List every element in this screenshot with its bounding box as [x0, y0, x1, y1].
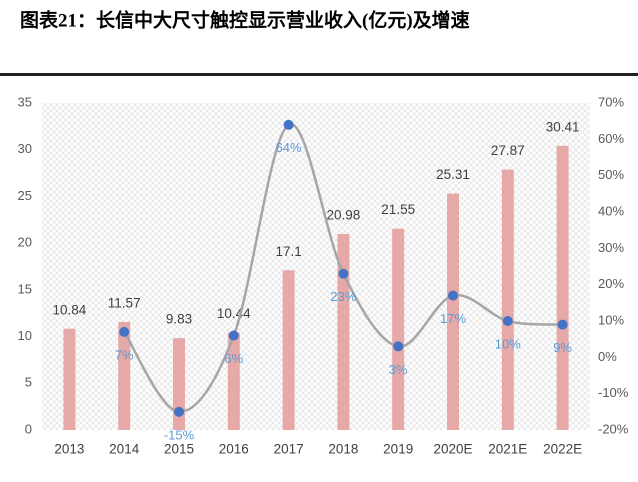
bar	[337, 233, 350, 430]
growth-marker	[228, 330, 239, 341]
y2-tick-label: 40%	[598, 203, 624, 218]
y2-tick-label: -10%	[598, 385, 629, 400]
x-tick-label: 2017	[274, 442, 304, 457]
y2-tick-label: 0%	[598, 349, 617, 364]
bar-label: 25.31	[436, 167, 470, 182]
bar	[63, 328, 76, 430]
growth-line	[123, 123, 563, 414]
bar-label: 9.83	[166, 312, 192, 327]
growth-marker	[448, 290, 458, 301]
bar-label: 21.55	[381, 202, 415, 217]
x-tick-label: 2019	[383, 442, 413, 457]
bar	[173, 338, 185, 430]
growth-marker	[502, 316, 513, 326]
bar-label: 17.1	[275, 244, 301, 259]
x-tick-label: 2013	[54, 442, 84, 457]
x-tick-label: 2014	[109, 442, 140, 457]
bar	[282, 270, 295, 430]
growth-label: 6%	[224, 351, 243, 366]
y-tick-label: 15	[18, 281, 32, 296]
x-tick-label: 2021E	[488, 442, 527, 457]
plot-background	[42, 103, 590, 430]
growth-label: -15%	[164, 427, 195, 442]
y-tick-label: 0	[25, 421, 32, 436]
x-tick-label: 2022E	[543, 442, 582, 457]
bar-label: 20.98	[327, 208, 361, 223]
bar	[501, 169, 514, 431]
growth-label: 9%	[553, 340, 572, 355]
x-tick-label: 2015	[164, 442, 194, 457]
y-tick-label: 20	[18, 235, 32, 250]
y-tick-label: 35	[18, 94, 32, 109]
y2-tick-label: 30%	[598, 240, 624, 255]
bar-label: 27.87	[491, 143, 525, 158]
x-tick-label: 2018	[328, 442, 358, 457]
y2-tick-label: 70%	[598, 94, 624, 109]
y2-tick-label: 50%	[598, 167, 624, 182]
growth-label: 17%	[440, 311, 466, 326]
bar-label: 11.57	[108, 295, 141, 310]
y-tick-label: 5	[25, 375, 32, 390]
growth-marker	[174, 406, 184, 417]
bar-label: 10.84	[53, 302, 87, 317]
growth-marker	[338, 268, 349, 279]
y-tick-label: 10	[18, 328, 32, 343]
growth-label: 3%	[389, 362, 408, 377]
y2-tick-label: 20%	[598, 276, 624, 291]
bar-label: 10.44	[217, 306, 251, 321]
x-tick-label: 2020E	[433, 442, 472, 457]
x-tick-label: 2016	[219, 442, 249, 457]
growth-marker	[393, 341, 404, 352]
growth-marker	[283, 119, 294, 130]
growth-label: 10%	[495, 336, 521, 351]
y2-tick-label: 60%	[598, 131, 624, 146]
y2-tick-label: 10%	[598, 312, 624, 327]
chart-title: 图表21：长信中大尺寸触控显示营业收入(亿元)及增速	[20, 8, 470, 31]
y2-tick-label: -20%	[598, 421, 629, 436]
growth-marker	[119, 326, 130, 337]
y-tick-label: 25	[18, 188, 32, 203]
bar	[392, 228, 405, 430]
bar	[118, 321, 131, 430]
bar	[556, 145, 569, 430]
bar	[227, 332, 240, 430]
growth-label: 64%	[276, 140, 302, 155]
growth-marker	[557, 319, 568, 330]
bar-label: 30.41	[546, 119, 580, 134]
y-tick-label: 30	[18, 141, 32, 156]
growth-label: 23%	[330, 289, 356, 304]
separator	[0, 73, 638, 76]
bar	[447, 193, 459, 430]
growth-label: 7%	[115, 347, 134, 362]
